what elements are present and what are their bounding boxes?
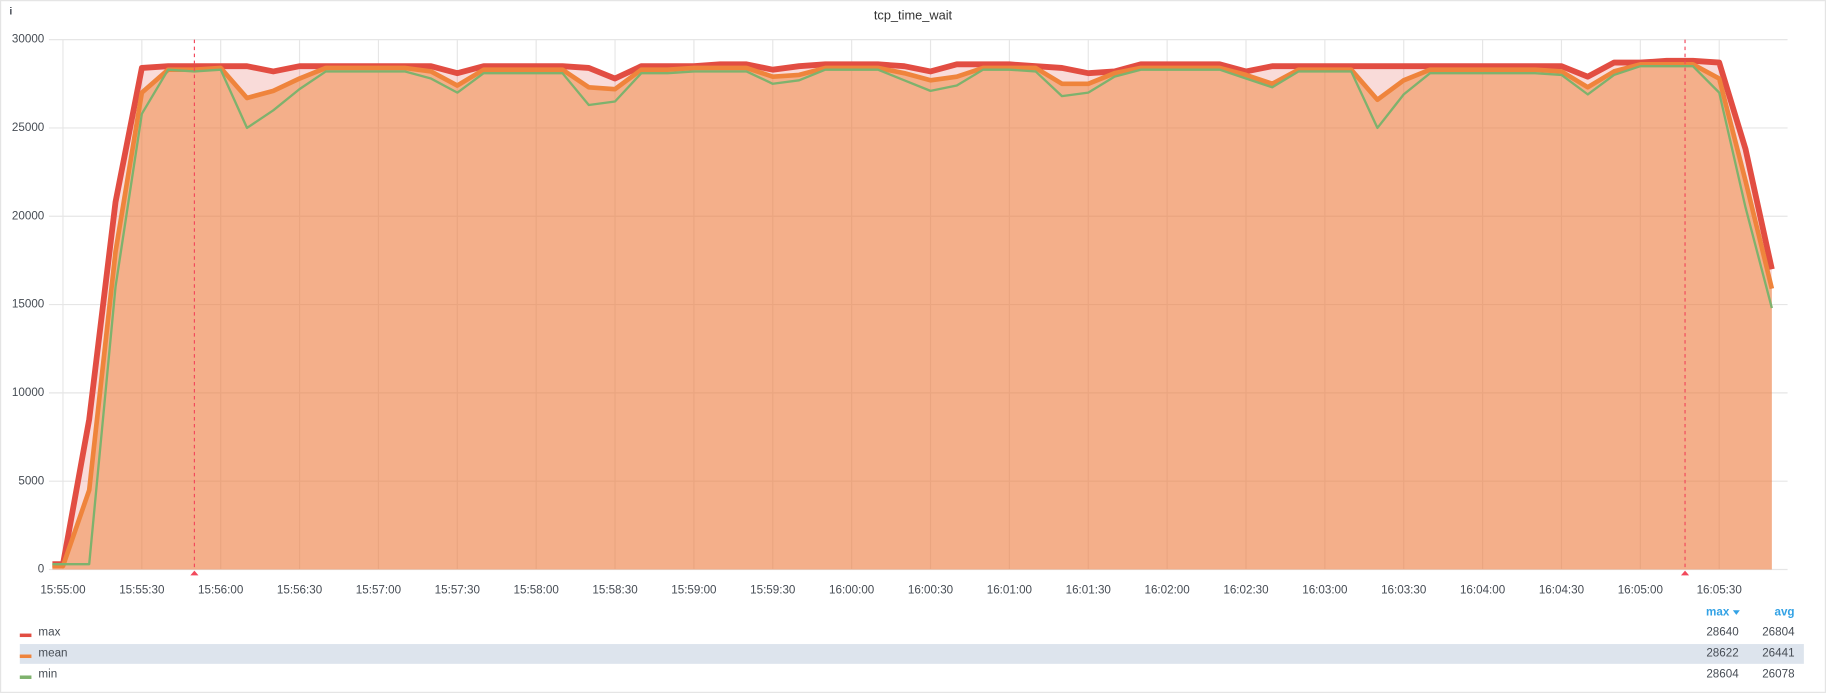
legend-value: 28604 (1706, 667, 1739, 680)
y-tick-label: 25000 (12, 121, 45, 134)
x-tick-label: 16:04:00 (1460, 584, 1506, 597)
legend-value: 26078 (1762, 667, 1794, 680)
legend-value: 28622 (1706, 646, 1738, 659)
legend-value: 26441 (1762, 646, 1794, 659)
legend-value: 28640 (1706, 625, 1739, 638)
y-tick-label: 5000 (18, 474, 44, 487)
annotation-marker (1680, 570, 1690, 576)
series-line (52, 62, 1775, 569)
x-tick-label: 15:55:00 (40, 584, 86, 597)
sort-arrow (1732, 610, 1740, 615)
legend-row-highlight (19, 644, 1804, 664)
legend-column-header: max (1706, 606, 1730, 619)
x-tick-label: 15:59:00 (671, 584, 717, 597)
x-tick-label: 16:00:00 (829, 584, 875, 597)
legend-swatch (19, 654, 32, 659)
x-tick-label: 16:00:30 (908, 584, 954, 597)
y-tick-label: 10000 (12, 386, 45, 399)
legend-label: mean (38, 646, 67, 659)
x-tick-label: 15:56:00 (198, 584, 244, 597)
legend-label: min (38, 667, 57, 680)
x-tick-label: 16:05:30 (1697, 584, 1743, 597)
x-tick-label: 16:03:30 (1381, 584, 1427, 597)
chart-title: tcp_time_wait (874, 8, 953, 23)
x-tick-label: 15:55:30 (119, 584, 165, 597)
legend-label: max (38, 625, 60, 638)
legend-swatch (19, 675, 32, 679)
series-line (52, 65, 1773, 566)
x-tick-label: 15:57:30 (435, 584, 481, 597)
y-tick-label: 15000 (12, 298, 45, 311)
x-tick-label: 15:56:30 (277, 584, 323, 597)
x-tick-label: 15:58:00 (514, 584, 560, 597)
x-tick-label: 16:02:00 (1144, 584, 1190, 597)
y-tick-label: 0 (38, 563, 45, 576)
legend-swatch (19, 633, 32, 638)
x-tick-label: 16:05:00 (1618, 584, 1664, 597)
y-tick-label: 30000 (12, 33, 45, 46)
x-tick-label: 15:57:00 (356, 584, 402, 597)
x-tick-label: 15:59:30 (750, 584, 796, 597)
x-tick-label: 16:01:30 (1066, 584, 1112, 597)
x-tick-label: 16:02:30 (1223, 584, 1269, 597)
x-tick-label: 16:04:30 (1539, 584, 1585, 597)
series-area (52, 64, 1772, 570)
x-tick-label: 15:58:30 (592, 584, 638, 597)
x-tick-label: 16:01:00 (987, 584, 1033, 597)
annotation-marker (190, 570, 199, 576)
legend-value: 26804 (1762, 625, 1795, 638)
x-tick-label: 16:03:00 (1302, 584, 1348, 597)
y-tick-label: 20000 (12, 209, 45, 222)
info-icon[interactable]: i (9, 6, 12, 17)
legend-column-header: avg (1775, 606, 1795, 619)
